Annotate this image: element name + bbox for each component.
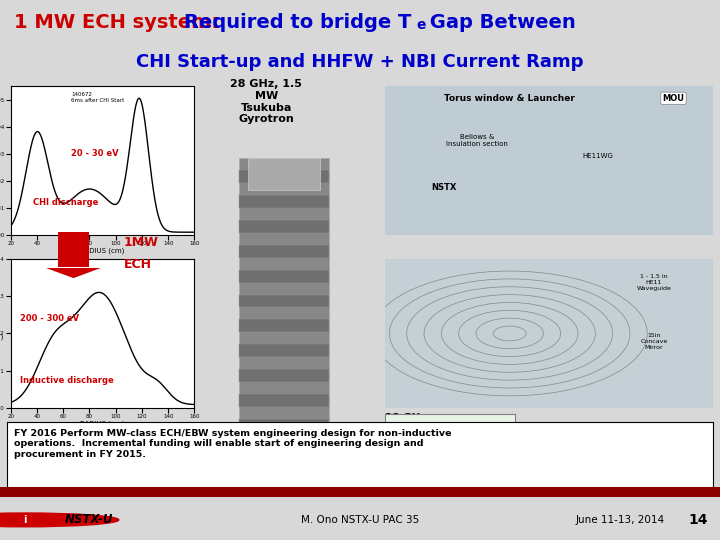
Bar	[239, 245, 330, 258]
Text: Inductive discharge: Inductive discharge	[20, 376, 114, 386]
Bar	[239, 320, 330, 332]
Bar	[239, 295, 330, 307]
Text: 20 - 30 eV: 20 - 30 eV	[71, 148, 119, 158]
Text: NSTX: NSTX	[431, 183, 457, 192]
Text: Required to bridge T: Required to bridge T	[184, 14, 411, 32]
Bar	[239, 270, 330, 282]
Bar	[239, 345, 330, 357]
Y-axis label: Te
(keV): Te (keV)	[0, 327, 4, 340]
Text: M. Ono NSTX-U PAC 35: M. Ono NSTX-U PAC 35	[301, 515, 419, 525]
Bar	[239, 443, 330, 456]
Bar	[58, 232, 89, 267]
Text: June 11-13, 2014: June 11-13, 2014	[576, 515, 665, 525]
Text: 140672
6ms after CHI Start: 140672 6ms after CHI Start	[71, 92, 125, 103]
Text: ECH: ECH	[124, 258, 152, 271]
Text: 15in
Concave
Mirror: 15in Concave Mirror	[640, 333, 667, 350]
Text: 14: 14	[688, 513, 708, 527]
Text: e: e	[416, 18, 426, 32]
Text: MOU: MOU	[662, 94, 685, 103]
Text: 1 - 1.5 in
HE11
Waveguide: 1 - 1.5 in HE11 Waveguide	[636, 274, 671, 291]
Circle shape	[0, 513, 119, 527]
Bar	[248, 158, 320, 190]
Bar	[239, 171, 330, 183]
X-axis label: RADIUS (cm): RADIUS (cm)	[81, 420, 125, 427]
Text: 28 GHz, 1.5
MW
Tsukuba
Gyrotron: 28 GHz, 1.5 MW Tsukuba Gyrotron	[230, 79, 302, 124]
X-axis label: RADIUS (cm): RADIUS (cm)	[81, 247, 125, 254]
Text: Torus window & Launcher: Torus window & Launcher	[444, 94, 575, 103]
Text: CHI discharge: CHI discharge	[33, 198, 98, 207]
Text: i: i	[24, 515, 27, 525]
Text: FY 2016 Perform MW-class ECH/EBW system engineering design for non-inductive
ope: FY 2016 Perform MW-class ECH/EBW system …	[14, 429, 451, 458]
Bar	[239, 369, 330, 382]
Bar	[239, 220, 330, 233]
Text: CHI Start-up and HHFW + NBI Current Ramp: CHI Start-up and HHFW + NBI Current Ramp	[136, 52, 584, 71]
Text: 1MW: 1MW	[124, 236, 158, 249]
Text: 200 - 300 eV: 200 - 300 eV	[20, 314, 79, 323]
Bar	[239, 195, 330, 208]
Text: 1 MW ECH system:: 1 MW ECH system:	[14, 14, 226, 32]
Text: 28 GHz
ECH/EBWH
waveguide and
mirror concept: 28 GHz ECH/EBWH waveguide and mirror con…	[385, 413, 474, 457]
FancyArrow shape	[46, 268, 101, 278]
Bar	[239, 418, 330, 431]
Bar	[239, 158, 330, 466]
Text: Bellows &
Insulation section: Bellows & Insulation section	[446, 134, 508, 147]
Bar	[0, 487, 720, 497]
Text: HE11WG: HE11WG	[582, 153, 613, 159]
Text: Tsukuba U
MIT
ORNL: Tsukuba U MIT ORNL	[422, 426, 478, 459]
Text: NSTX-U: NSTX-U	[65, 514, 113, 526]
Bar	[239, 394, 330, 407]
Text: Gap Between: Gap Between	[423, 14, 575, 32]
